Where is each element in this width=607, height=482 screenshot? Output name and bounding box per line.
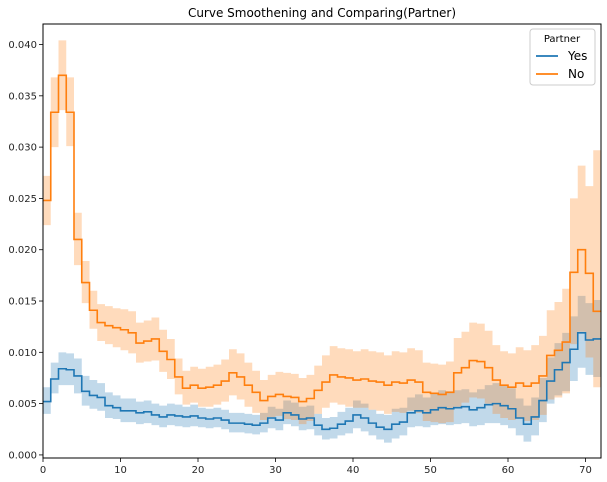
y-tick-label: 0.010 (8, 348, 37, 359)
y-tick-label: 0.030 (8, 143, 37, 154)
y-tick-label: 0.005 (8, 399, 37, 410)
x-tick-label: 0 (40, 465, 46, 476)
x-tick-label: 10 (114, 465, 127, 476)
y-tick-label: 0.025 (8, 194, 37, 205)
plot-frame (42, 23, 602, 459)
y-axis: 0.000 0.005 0.010 0.015 0.020 0.025 0.030 0.035… (8, 40, 43, 461)
legend-box (529, 28, 596, 86)
x-tick-label: 70 (579, 465, 592, 476)
legend-title: Partner (544, 34, 581, 45)
x-tick-label: 20 (192, 465, 205, 476)
y-tick-label: 0.000 (8, 450, 37, 461)
series-line-yes (43, 332, 601, 431)
y-tick-label: 0.040 (8, 40, 37, 51)
chart-title: Curve Smoothening and Comparing(Partner) (188, 6, 456, 20)
x-tick-label: 60 (502, 465, 515, 476)
series-line-no (43, 74, 601, 403)
x-tick-label: 50 (424, 465, 437, 476)
legend-label-no: No (568, 67, 584, 81)
series-lines (43, 74, 601, 431)
band-no (43, 40, 601, 425)
x-axis: 0 10 20 30 40 50 60 70 (40, 458, 592, 476)
y-tick-label: 0.035 (8, 91, 37, 102)
legend: Partner Yes No (529, 28, 596, 86)
legend-label-yes: Yes (567, 49, 587, 63)
x-tick-label: 40 (347, 465, 360, 476)
x-tick-label: 30 (269, 465, 282, 476)
y-tick-label: 0.015 (8, 297, 37, 308)
y-tick-label: 0.020 (8, 245, 37, 256)
